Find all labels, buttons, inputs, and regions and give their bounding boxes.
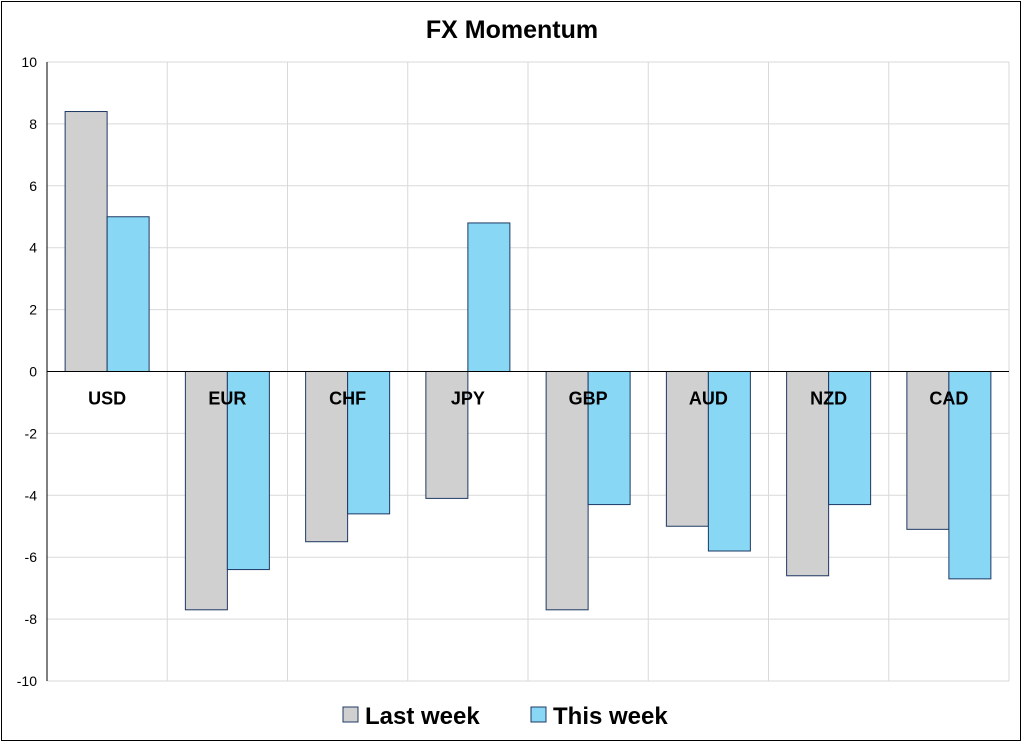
bar-this-week-cad <box>948 371 992 580</box>
y-tick-label: 6 <box>29 178 37 194</box>
bar-this-week-aud <box>707 371 751 552</box>
category-label-chf: CHF <box>329 389 366 409</box>
y-tick-label: 0 <box>29 364 37 380</box>
legend-swatch-this-week <box>530 706 547 723</box>
bar-this-week-chf <box>347 371 391 515</box>
labels: 10 8 6 4 2 0 -2 -4 -6 -8 -10 USD EUR CHF JPY GBP AUD NZD C… <box>17 54 969 689</box>
bar-this-week-eur <box>226 371 270 571</box>
y-tick-label: 8 <box>29 116 37 132</box>
bar-last-week-aud <box>665 371 709 527</box>
bar-this-week-nzd <box>828 371 872 506</box>
bar-last-week-jpy <box>425 371 469 499</box>
y-tick-label: -8 <box>25 611 38 627</box>
bar-last-week-usd <box>64 111 108 373</box>
bar-last-week-gbp <box>545 371 589 611</box>
y-tick-label: -4 <box>25 487 38 503</box>
legend-label-last-week: Last week <box>365 703 480 730</box>
y-tick-label: 2 <box>29 302 37 318</box>
category-label-eur: EUR <box>208 389 246 409</box>
y-tick-label: -2 <box>25 425 38 441</box>
category-label-usd: USD <box>88 389 126 409</box>
legend-label-this-week: This week <box>553 703 668 730</box>
chart-title: FX Momentum <box>426 16 598 44</box>
bar-this-week-jpy <box>467 222 511 372</box>
bar-this-week-gbp <box>587 371 631 506</box>
bars <box>64 111 992 611</box>
bar-this-week-usd <box>106 216 150 372</box>
bar-last-week-nzd <box>786 371 830 577</box>
category-label-cad: CAD <box>929 389 968 409</box>
category-label-aud: AUD <box>689 389 728 409</box>
axes <box>46 62 1009 681</box>
bar-last-week-chf <box>305 371 349 543</box>
y-tick-label: 4 <box>29 240 37 256</box>
y-tick-label: 10 <box>21 54 37 70</box>
category-label-nzd: NZD <box>810 389 847 409</box>
category-label-jpy: JPY <box>451 389 485 409</box>
y-tick-label: -10 <box>17 673 37 689</box>
legend-swatch-last-week <box>342 706 359 723</box>
y-tick-label: -6 <box>25 549 38 565</box>
bar-last-week-cad <box>906 371 950 530</box>
legend: Last week This week <box>342 703 668 730</box>
category-label-gbp: GBP <box>569 389 608 409</box>
